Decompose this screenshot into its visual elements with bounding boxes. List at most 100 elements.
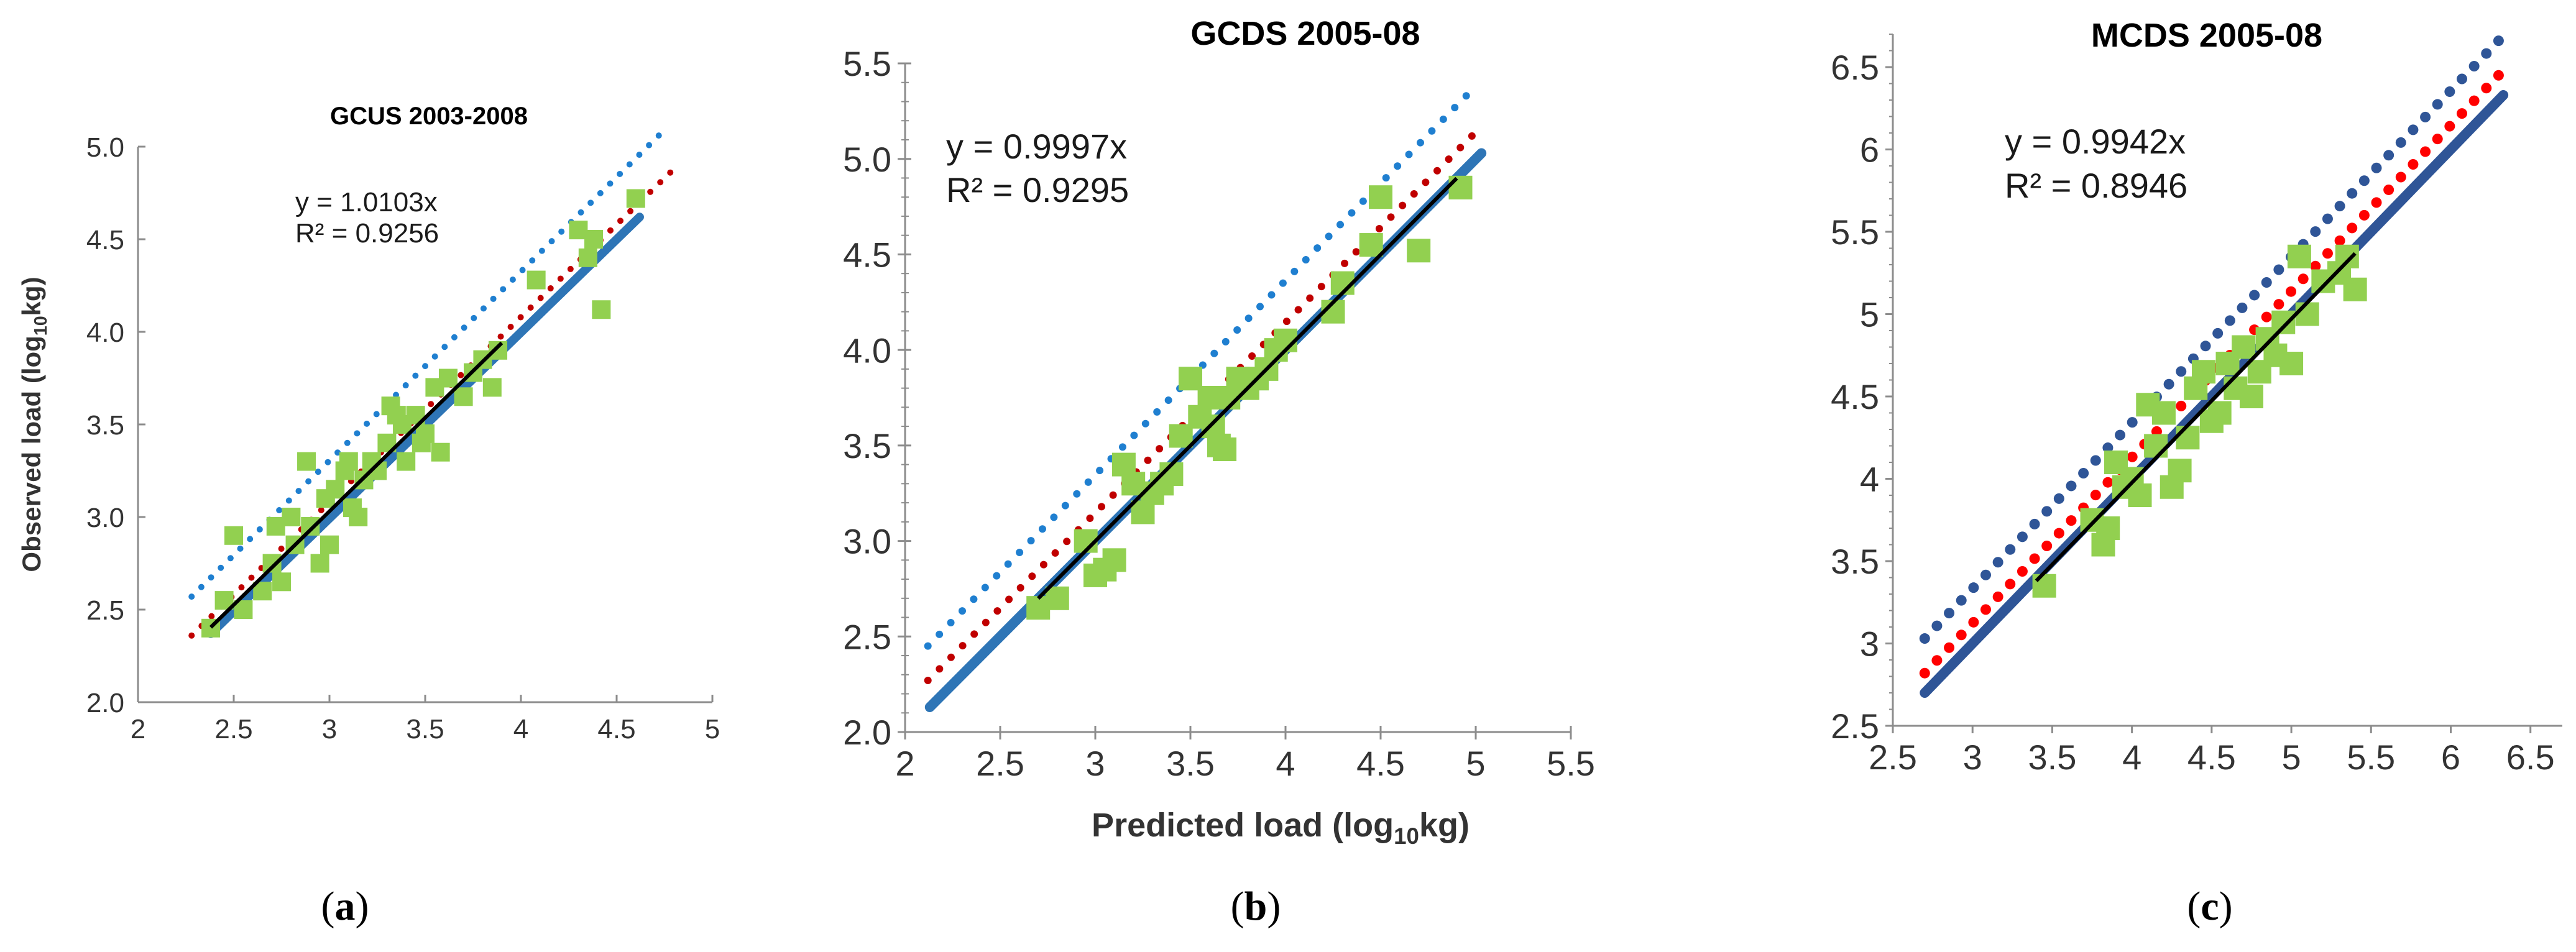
upper-bound-dot	[529, 257, 536, 264]
upper-bound-dot	[431, 353, 438, 360]
lower-bound-dot	[1039, 561, 1047, 569]
upper-bound-dot	[2224, 315, 2235, 326]
chart-title: GCDS 2005-08	[1190, 15, 1420, 52]
upper-bound-dot	[1439, 115, 1447, 123]
upper-bound-dot	[2029, 518, 2040, 529]
upper-bound-dot	[1919, 633, 1930, 644]
regression-equation: y = 1.0103x	[295, 187, 438, 217]
regression-line	[2035, 252, 2357, 582]
lower-bound-dot	[1931, 655, 1943, 666]
one-to-one-line	[1920, 90, 2509, 698]
data-point	[2144, 434, 2168, 458]
upper-bound-dot	[2347, 188, 2358, 199]
upper-bound-dot	[1027, 537, 1035, 545]
chart-panel-2: 2 2.5 3 3.5 4 4.5 5 5.5 2.0 2.5 3.0 3.5 4.0 4.5 5.0 5.5…	[843, 15, 1595, 929]
regression-line	[1037, 176, 1458, 600]
upper-bound-dot	[373, 411, 380, 418]
upper-bound-dot	[500, 286, 507, 293]
y-tick-label: 4.0	[843, 331, 891, 370]
data-point	[2168, 459, 2192, 483]
lower-bound-dot	[567, 265, 574, 272]
y-tick-label: 2.0	[843, 713, 891, 752]
upper-bound-dot	[2444, 86, 2455, 97]
upper-bound-dot	[208, 574, 214, 581]
lower-bound-dot	[617, 217, 624, 224]
lower-bound-dot	[2322, 248, 2333, 259]
lower-bound-dot	[458, 372, 464, 378]
x-tick-label: 5.5	[2347, 738, 2395, 777]
upper-bound-dot	[218, 564, 224, 571]
lower-bound-dot	[2102, 477, 2114, 488]
x-tick-label: 5.5	[1547, 744, 1595, 783]
upper-bound-dot	[577, 209, 584, 216]
upper-bound-dot	[1336, 221, 1345, 229]
upper-bound-dot	[305, 478, 312, 485]
chart-title: MCDS 2005-08	[2091, 17, 2322, 54]
upper-bound-dot	[471, 314, 477, 321]
upper-bound-dot	[1061, 501, 1069, 510]
lower-bound-dot	[2041, 541, 2053, 552]
lower-bound-dot	[1456, 144, 1465, 152]
lower-bound-dot	[2090, 490, 2101, 501]
lower-bound-dot	[1468, 132, 1476, 140]
lower-bound-dot	[188, 632, 195, 639]
data-point	[2287, 244, 2311, 268]
panel-label-open: (	[1231, 884, 1244, 929]
data-point	[282, 508, 301, 526]
upper-bound-dot	[490, 295, 497, 302]
upper-bound-dot	[1290, 267, 1299, 275]
data-point	[2176, 426, 2200, 450]
data-point	[310, 554, 329, 573]
data-point	[2343, 277, 2367, 301]
lower-bound-dot	[627, 208, 634, 214]
upper-bound-dot	[2005, 544, 2016, 555]
x-tick-label: 5	[2281, 738, 2301, 777]
data-point	[2192, 360, 2216, 384]
lower-bound-dot	[2481, 83, 2492, 94]
upper-bound-dot	[188, 593, 195, 600]
upper-bound-dot	[334, 449, 341, 456]
upper-bound-dot	[1359, 197, 1367, 205]
lower-bound-dot	[1944, 642, 1955, 653]
data-point	[431, 442, 450, 462]
upper-bound-dot	[2432, 99, 2443, 110]
lower-bound-dot	[1399, 201, 1407, 209]
data-point	[1213, 437, 1237, 462]
x-tick-label: 4	[513, 714, 528, 744]
lower-bound-dot	[557, 275, 564, 282]
lower-bound-dot	[1433, 167, 1442, 175]
lower-bound-dot	[1422, 178, 1430, 186]
lower-bound-dot	[2005, 579, 2016, 590]
upper-bound-dot	[548, 238, 555, 245]
lower-bound-dot	[647, 188, 654, 195]
upper-bound-dot	[422, 363, 428, 370]
x-axis-label-subscript: 10	[1394, 823, 1419, 849]
data-point	[1102, 548, 1126, 572]
upper-bound-dot	[2334, 201, 2345, 212]
lower-bound-dot	[657, 179, 664, 186]
x-tick-label: 3.5	[2028, 738, 2076, 777]
r-squared-label: R² = 0.9295	[946, 170, 1129, 209]
lower-bound-dot	[238, 584, 245, 591]
upper-bound-dot	[1956, 595, 1967, 606]
upper-bound-dot	[936, 630, 944, 638]
upper-bound-dot	[1084, 478, 1092, 486]
upper-bound-dot	[2078, 467, 2089, 478]
lower-bound-dot	[1317, 283, 1325, 291]
data-point	[626, 189, 645, 208]
x-tick-label: 5	[1466, 744, 1485, 783]
lower-bound-dot	[2358, 209, 2370, 221]
lower-bound-dot	[2334, 235, 2345, 246]
upper-bound-dot	[2310, 226, 2321, 237]
panel-label-close: )	[1267, 884, 1281, 929]
upper-bound-dot	[1302, 255, 1310, 263]
x-tick-label: 3	[322, 714, 337, 744]
panel-label-open: (	[321, 884, 335, 929]
x-tick-label: 4.5	[597, 714, 635, 744]
x-tick-label: 3	[1963, 738, 1982, 777]
upper-bound-dot	[2102, 442, 2114, 454]
data-point	[2096, 516, 2120, 540]
upper-bound-dot	[655, 132, 662, 139]
upper-bound-dot	[924, 642, 932, 650]
y-tick-label: 5.5	[1831, 213, 1879, 252]
